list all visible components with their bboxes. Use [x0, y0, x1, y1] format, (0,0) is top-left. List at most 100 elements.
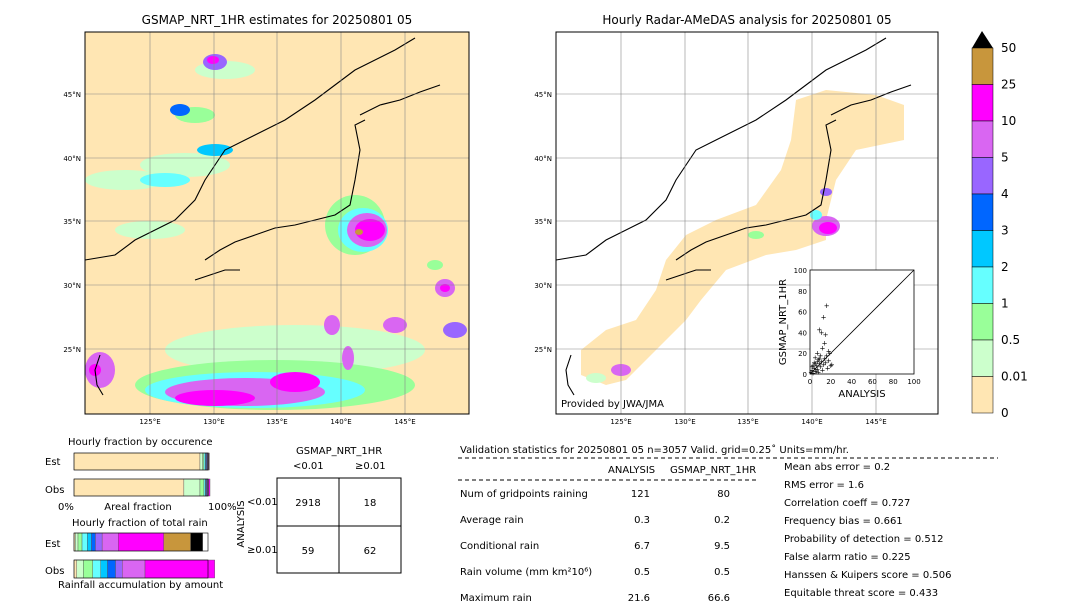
lat-label: 45°N — [63, 91, 81, 99]
stat-gsmap-value: 80 — [717, 489, 730, 500]
lat-label: 40°N — [63, 155, 81, 163]
stat-gsmap-value: 0.2 — [714, 515, 730, 526]
stacked-bar-segment — [199, 478, 205, 497]
stacked-bar-outline — [73, 478, 209, 497]
scatter-point: + — [826, 348, 832, 356]
colorbar-block — [971, 339, 994, 377]
scatter-point: + — [823, 331, 829, 339]
stacked-bar-segment — [203, 452, 206, 471]
lat-label: 45°N — [534, 91, 552, 99]
colorbar-block — [971, 84, 994, 122]
colorbar-label: 0 — [1001, 406, 1009, 420]
lat-label: 35°N — [534, 218, 552, 226]
score-line: Equitable threat score = 0.433 — [784, 588, 939, 599]
colorbar-label: 50 — [1001, 41, 1016, 55]
lon-label: 140°E — [801, 418, 822, 426]
scatter-point: + — [809, 363, 815, 371]
scatter-xtick: 20 — [826, 378, 835, 386]
scatter-point: + — [825, 364, 831, 372]
scatter-point: + — [816, 355, 822, 363]
stats-divider — [458, 479, 756, 481]
colorbar-label: 4 — [1001, 187, 1009, 201]
scatter-point: + — [817, 352, 823, 360]
lon-label: 130°E — [674, 418, 695, 426]
stacked-bar-segment — [75, 532, 79, 552]
lon-label: 135°E — [266, 418, 287, 426]
stacked-bar-segment — [76, 559, 84, 579]
lon-label: 145°E — [865, 418, 886, 426]
stacked-bar-segment — [122, 559, 146, 579]
colorbar-block — [971, 120, 994, 158]
scatter-ytick: 100 — [794, 267, 807, 275]
validation-divider — [458, 457, 998, 459]
stat-gsmap-value: 66.6 — [707, 593, 730, 604]
stacked-bar-segment — [77, 532, 83, 552]
stat-analysis-value: 6.7 — [634, 541, 650, 552]
contingency-table: 2918 18 59 62 <0.01 ≥0.01 ANALYSIS — [236, 477, 402, 574]
contingency-cell: 62 — [364, 546, 377, 557]
stacked-bar-segment — [190, 532, 203, 552]
contingency-col-label: <0.01 — [293, 461, 324, 472]
stat-gsmap-value: 0.5 — [714, 567, 730, 578]
lat-label: 25°N — [63, 346, 81, 354]
scatter-xtick: 100 — [907, 378, 920, 386]
scatter-point: + — [823, 359, 829, 367]
scatter-point: + — [821, 313, 827, 321]
scatter-point: + — [824, 302, 830, 310]
left-map-rain-areas — [85, 54, 467, 410]
stat-analysis-value: 21.6 — [627, 593, 650, 604]
stacked-bar-segment — [202, 452, 205, 471]
col-gsmap-header: GSMAP_NRT_1HR — [670, 465, 757, 476]
scatter-point: + — [813, 362, 819, 370]
scatter-point: + — [810, 369, 816, 377]
scatter-point: + — [814, 358, 820, 366]
rain-category-label: Est — [45, 539, 61, 550]
score-line: Frequency bias = 0.661 — [784, 516, 903, 527]
scatter-point: + — [826, 357, 832, 365]
stacked-bar-segment — [73, 452, 201, 471]
stacked-bar-segment — [95, 532, 103, 552]
lat-label: 35°N — [63, 218, 81, 226]
contingency-cell: 59 — [302, 546, 315, 557]
scatter-point: + — [821, 361, 827, 369]
validation-header: Validation statistics for 20250801 05 n=… — [460, 445, 849, 456]
scatter-point: + — [814, 365, 820, 373]
scatter-point: + — [812, 360, 818, 368]
colorbar-block — [971, 230, 994, 268]
stacked-bar-segment — [100, 559, 108, 579]
lat-label: 25°N — [534, 346, 552, 354]
scatter-point: + — [822, 339, 828, 347]
stacked-bar-segment — [183, 478, 201, 497]
occ-xlabel: Areal fraction — [104, 502, 171, 513]
contingency-col-label: ≥0.01 — [355, 461, 386, 472]
occ-category-label: Est — [45, 457, 61, 468]
scatter-xtick: 0 — [808, 378, 812, 386]
colorbar-block — [971, 157, 994, 195]
stacked-bar-segment — [81, 532, 88, 552]
stat-analysis-value: 121 — [630, 489, 650, 500]
lat-label: 30°N — [63, 282, 81, 290]
stacked-bar-segment — [83, 559, 93, 579]
scatter-xtick: 60 — [868, 378, 877, 386]
stacked-bar-outline — [73, 532, 209, 552]
lon-label: 125°E — [610, 418, 631, 426]
score-line: Hanssen & Kuipers score = 0.506 — [784, 570, 952, 581]
scatter-point: + — [815, 368, 821, 376]
scatter-point: + — [820, 345, 826, 353]
scatter-point: + — [810, 362, 816, 370]
scatter-point: + — [824, 352, 830, 360]
stacked-bar-segment — [118, 532, 164, 552]
stat-label: Num of gridpoints raining — [460, 489, 588, 500]
scatter-ytick: 80 — [798, 288, 807, 296]
score-line: RMS error = 1.6 — [784, 480, 864, 491]
scatter-point: + — [814, 350, 820, 358]
colorbar-extend-arrow — [972, 31, 993, 48]
scatter-point: + — [829, 361, 835, 369]
score-line: Correlation coeff = 0.727 — [784, 498, 911, 509]
scatter-ylabel: GSMAP_NRT_1HR — [778, 279, 789, 365]
stacked-bar-segment — [73, 559, 77, 579]
lon-label: 135°E — [737, 418, 758, 426]
colorbar-block — [971, 376, 994, 414]
contingency-cell: 18 — [364, 498, 377, 509]
scatter-point: + — [817, 363, 823, 371]
